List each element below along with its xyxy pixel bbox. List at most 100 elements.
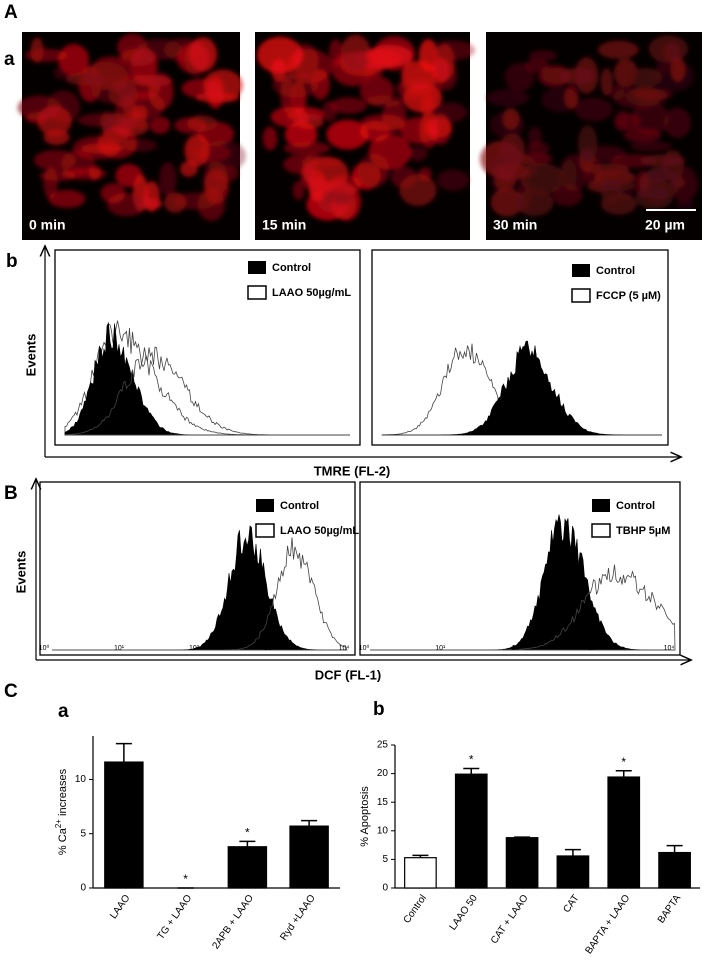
cell [284, 121, 318, 148]
cell [516, 152, 553, 165]
panel-label: b [373, 699, 385, 720]
y-tick-label: 20 [377, 768, 389, 779]
x-tick-label: Ryd +LAAO [278, 893, 318, 943]
cell [132, 105, 148, 120]
cell [597, 40, 639, 59]
significance: * [183, 872, 188, 886]
cell [631, 100, 669, 136]
plot-frame [39, 481, 356, 656]
bar [505, 837, 539, 889]
legend-label: TBHP 5µM [616, 525, 670, 537]
panel-label: C [4, 681, 18, 702]
cell [663, 42, 681, 62]
cell [528, 50, 557, 62]
y-axis-label: % Ca2+ increases [54, 768, 69, 855]
error-bar [412, 854, 429, 858]
legend-swatch [255, 523, 275, 538]
legend-swatch [248, 261, 266, 274]
panel-label: a [58, 701, 69, 722]
panel-label: B [4, 483, 18, 504]
y-tick-label: 25 [377, 740, 389, 751]
y-tick-label: 0 [382, 883, 388, 894]
cell [332, 192, 354, 205]
legend-label: Control [616, 500, 655, 512]
cell [193, 144, 232, 162]
cell [615, 169, 636, 201]
significance: * [469, 753, 474, 767]
x-tick-label: 10¹ [114, 645, 125, 652]
cell [58, 44, 90, 77]
legend-label: Control [272, 262, 311, 274]
x-tick-label: TG + LAAO [155, 893, 194, 942]
control-histogram [52, 525, 347, 651]
treated-histogram [64, 346, 350, 436]
x-tick-label: 10³ [264, 645, 275, 652]
legend-swatch [572, 264, 590, 277]
control-histogram [64, 321, 350, 436]
x-tick-label: 10² [189, 645, 200, 652]
x-tick-label: CAT [561, 893, 581, 915]
x-tick-label: 10² [511, 645, 522, 652]
cell [629, 67, 663, 88]
cells [256, 34, 476, 221]
cell [164, 192, 187, 213]
bar [227, 846, 268, 889]
y-axis-label: % Apoptosis [359, 786, 371, 847]
cell [542, 67, 575, 85]
bar [607, 776, 641, 889]
x-tick-label: Control [402, 893, 430, 926]
cell [48, 189, 86, 208]
cell [675, 199, 695, 210]
cell [396, 77, 442, 101]
cell [149, 116, 171, 134]
cell [423, 117, 453, 138]
cell [360, 114, 405, 131]
plot-frame [359, 481, 681, 656]
cell [486, 89, 530, 107]
cell [188, 37, 218, 72]
cell [585, 163, 630, 175]
cell [115, 164, 143, 188]
cell [640, 154, 686, 167]
cell [632, 88, 673, 101]
y-axis-label-part: % Ca [57, 827, 69, 855]
scale-label: 20 µm [645, 217, 685, 233]
y-axis-label-part: 2+ [54, 819, 63, 828]
panel-label: a [4, 49, 15, 70]
cell [527, 141, 550, 156]
significance: * [621, 755, 626, 769]
y-tick-label: 5 [80, 828, 86, 839]
y-tick-label: 10 [377, 825, 389, 836]
cells [480, 35, 698, 217]
error-bar [564, 848, 581, 856]
cell [629, 141, 672, 152]
cell [670, 57, 686, 83]
cell [33, 150, 77, 171]
cell [623, 128, 662, 143]
cell [97, 127, 138, 159]
x-tick-label: LAAO 50 [448, 893, 481, 933]
cell [143, 181, 160, 212]
cell [53, 66, 67, 80]
y-tick-label: 5 [382, 854, 388, 865]
x-tick-label: 2APB + LAAO [210, 893, 256, 952]
cell [262, 126, 278, 151]
cell [159, 162, 177, 197]
cell [418, 167, 432, 181]
cell [552, 184, 583, 207]
time-label: 30 min [493, 217, 537, 233]
cell [560, 159, 577, 192]
cell [434, 60, 458, 91]
cell [564, 85, 579, 110]
bar [404, 857, 437, 889]
cell [574, 97, 613, 122]
panel-label: b [6, 251, 18, 272]
cell [119, 48, 157, 67]
bar [454, 773, 488, 889]
treated-histogram [52, 537, 348, 651]
x-tick-label: 10⁴ [664, 645, 675, 652]
cell [330, 97, 368, 114]
x-tick-label: 10⁰ [359, 644, 370, 652]
x-tick-label: BAPTA [656, 893, 684, 926]
